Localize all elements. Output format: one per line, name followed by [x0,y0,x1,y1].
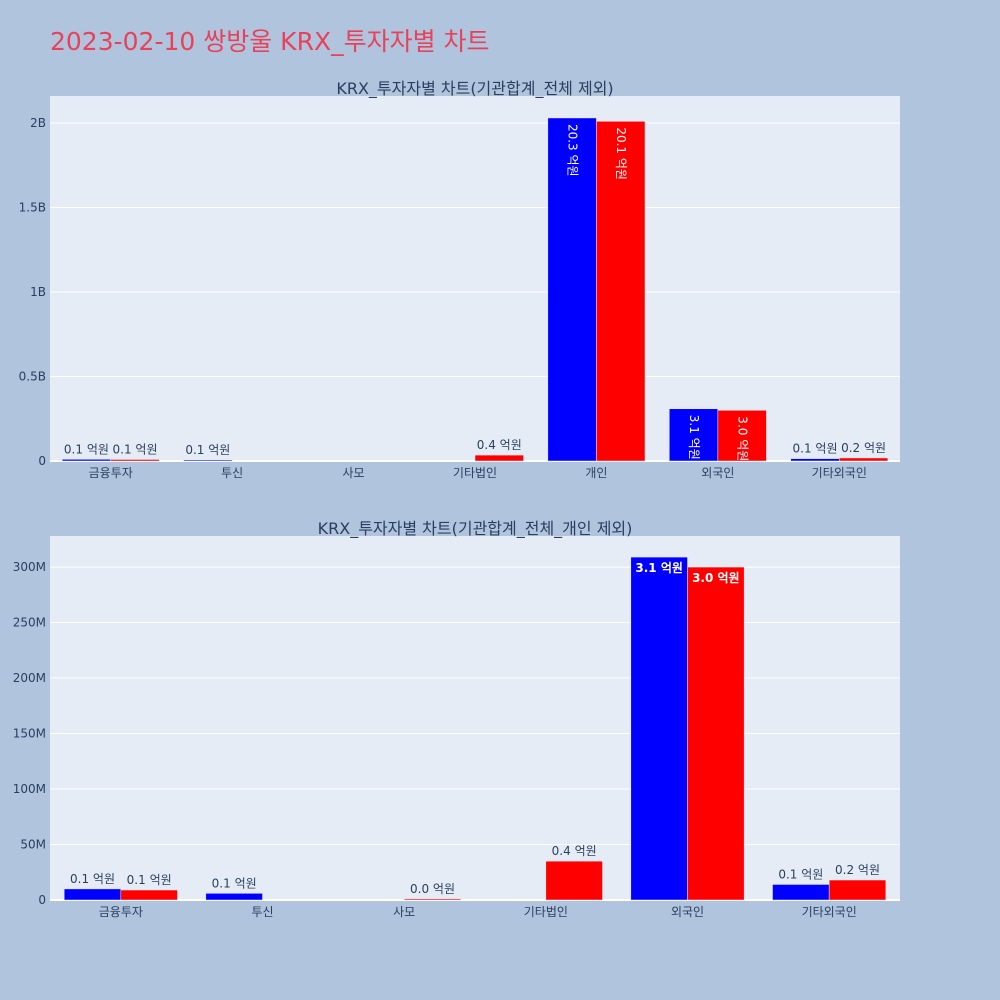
y-tick-label: 0 [38,893,46,907]
chart-title: KRX_투자자별 차트(기관합계_전체 제외) [336,79,613,99]
x-tick-label: 투신 [221,466,243,480]
data-label: 3.0 억원 [692,571,740,585]
bar [545,860,603,901]
data-label: 0.2 억원 [835,863,880,877]
data-label: 0.1 억원 [778,867,823,881]
x-tick-label: 기타법인 [524,905,568,919]
data-label: 0.1 억원 [70,872,115,886]
y-tick-label: 0.5B [19,370,46,384]
bar [717,410,767,462]
data-label: 3.0 억원 [736,416,750,461]
bar [183,459,233,462]
x-tick-label: 외국인 [671,905,704,919]
bar [120,889,178,901]
bar [205,893,263,901]
data-label: 0.2 억원 [841,441,886,455]
x-tick-label: 투신 [251,905,273,919]
y-tick-label: 250M [13,616,46,630]
chart-title: KRX_투자자별 차트(기관합계_전체_개인 제외) [318,519,633,539]
data-label: 0.4 억원 [552,844,597,858]
data-label: 20.1 억원 [614,127,628,180]
data-label: 0.1 억원 [113,442,158,456]
bar [630,556,688,901]
bar [839,457,889,462]
data-label: 0.1 억원 [212,876,257,890]
x-tick-label: 기타외국인 [812,466,867,480]
data-label: 0.1 억원 [793,442,838,456]
bar [828,879,887,901]
data-label: 0.4 억원 [477,438,522,452]
x-tick-label: 기타외국인 [802,905,857,919]
bar [547,117,597,462]
data-label: 3.1 억원 [635,561,683,575]
y-tick-label: 2B [30,116,46,130]
data-label: 0.1 억원 [185,443,230,457]
data-label: 0.0 억원 [410,882,455,896]
y-tick-label: 50M [20,838,46,852]
y-tick-label: 200M [13,671,46,685]
bar [61,459,111,462]
bar [790,458,840,462]
bar [669,408,719,462]
bar [63,888,122,901]
bar [687,566,745,901]
x-tick-label: 기타법인 [453,466,497,480]
x-tick-label: 개인 [585,466,607,480]
x-tick-label: 외국인 [701,466,734,480]
data-label: 3.1 억원 [687,415,701,460]
data-label: 20.3 억원 [566,124,580,177]
bar [596,121,646,462]
bar [403,898,462,901]
plot-area [50,96,900,461]
x-tick-label: 금융투자 [99,905,143,919]
y-tick-label: 100M [13,782,46,796]
y-tick-label: 1.5B [19,201,46,215]
y-tick-label: 0 [38,454,46,468]
y-tick-label: 150M [13,727,46,741]
bar [474,454,524,462]
bottom-chart: KRX_투자자별 차트(기관합계_전체_개인 제외) 0 50M 100M 150M 20… [13,519,900,919]
x-tick-label: 사모 [393,905,415,919]
x-tick-label: 사모 [343,466,365,480]
plot-area [50,536,900,900]
data-label: 0.1 억원 [127,873,172,887]
x-tick-label: 금융투자 [89,466,133,480]
top-chart: KRX_투자자별 차트(기관합계_전체 제외) 0 0.5B 1B 1.5B 2B 금융투자… [19,79,900,480]
y-tick-label: 300M [13,560,46,574]
data-label: 0.1 억원 [64,442,109,456]
bar [772,884,830,901]
page-title: 2023-02-10 쌍방울 KRX_투자자별 차트 [50,27,490,56]
bar [110,459,160,462]
y-tick-label: 1B [30,285,46,299]
